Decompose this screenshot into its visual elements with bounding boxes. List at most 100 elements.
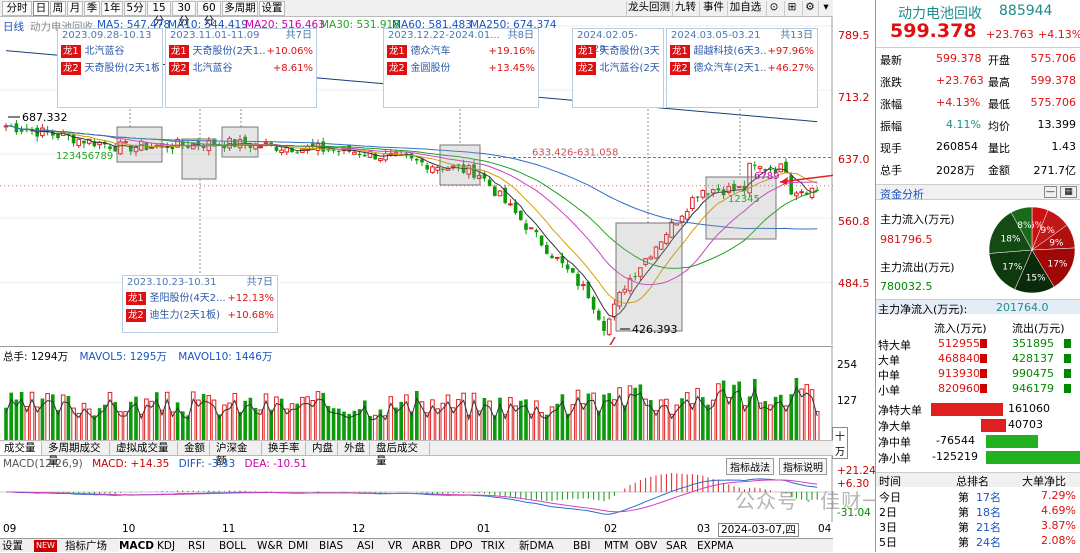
volume-subtab-8[interactable]: 盘后成交量 bbox=[372, 442, 430, 467]
period-tab-10[interactable]: 多周期 bbox=[222, 1, 258, 16]
leader-stock-name[interactable]: 超越科技(6天3... bbox=[693, 46, 768, 57]
leader-stock-name[interactable]: 金圆股份 bbox=[410, 63, 451, 74]
indicator-tab-obv[interactable]: OBV bbox=[635, 540, 658, 552]
volume-subtab-4[interactable]: 沪深金额 bbox=[212, 442, 262, 467]
candle-body bbox=[684, 211, 690, 220]
indicator-tab-mtm[interactable]: MTM bbox=[604, 540, 629, 552]
annotation-row[interactable]: 龙2 天奇股份(2天1板) bbox=[58, 60, 162, 77]
inflow-value: 981796.5 bbox=[880, 233, 933, 246]
indicator-help-button[interactable]: 指标说明 bbox=[779, 458, 827, 475]
annotation-row[interactable]: 龙1 德众汽车 +19.16% bbox=[384, 43, 538, 60]
indicator-tab-trix[interactable]: TRIX bbox=[481, 540, 505, 552]
annotation-row[interactable]: 龙2 迪生力(2天1板) +10.68% bbox=[123, 307, 277, 324]
volume-subtab-1[interactable]: 多周期成交量 bbox=[44, 442, 110, 467]
leader-stock-name[interactable]: 天奇股份(2天1... bbox=[192, 46, 267, 57]
indicator-tab-rsi[interactable]: RSI bbox=[188, 540, 206, 552]
indicator-tab-new[interactable]: NEW bbox=[34, 540, 57, 552]
indicator-tab-expma[interactable]: EXPMA bbox=[697, 540, 734, 552]
indicator-tab-asi[interactable]: ASI bbox=[357, 540, 374, 552]
indicator-tab-新dma[interactable]: 新DMA bbox=[519, 540, 554, 552]
annotation-row[interactable]: 龙2 德众汽车(2天1... +46.27% bbox=[667, 60, 817, 77]
indicator-tab-bias[interactable]: BIAS bbox=[319, 540, 344, 552]
leader-stock-name[interactable]: 圣阳股份(4天2... bbox=[149, 293, 226, 304]
indicator-tab-指标广场[interactable]: 指标广场 bbox=[65, 540, 107, 552]
leader-annotation[interactable]: 2023.12.22-2024.01... 共8日 龙1 德众汽车 +19.16% 龙2 金… bbox=[383, 28, 539, 108]
dropdown-icon[interactable]: ▾ bbox=[818, 1, 833, 16]
leader-stock-name[interactable]: 北汽蓝谷(2天... bbox=[599, 63, 660, 74]
period-tab-9[interactable]: 60分 bbox=[197, 1, 221, 27]
settings-icon[interactable]: ⚙ bbox=[802, 1, 817, 16]
layout-icon[interactable]: ⊞ bbox=[784, 1, 799, 16]
candle-body bbox=[129, 144, 133, 152]
leader-annotation[interactable]: 2024.03.05-03.21 共13日 龙1 超越科技(6天3... +97.96%… bbox=[666, 28, 818, 108]
leader-annotation[interactable]: 2023.11.01-11.09 共7日 龙1 天奇股份(2天1... +10.06% 龙… bbox=[165, 28, 317, 108]
volume-subtab-2[interactable]: 虚拟成交量 bbox=[112, 442, 178, 455]
period-tab-0[interactable]: 分时 bbox=[2, 1, 32, 16]
minimize-icon[interactable]: — bbox=[1044, 186, 1057, 198]
period-tab-7[interactable]: 15分 bbox=[147, 1, 171, 27]
candle-body bbox=[450, 165, 456, 168]
period-tab-1[interactable]: 日 bbox=[33, 1, 49, 16]
leader-stock-name[interactable]: 德众汽车 bbox=[410, 46, 451, 57]
volume-subtab-7[interactable]: 外盘 bbox=[340, 442, 370, 455]
indicator-tab-dmi[interactable]: DMI bbox=[288, 540, 309, 552]
leader-annotation[interactable]: 2023.10.23-10.31 共7日 龙1 圣阳股份(4天2... +12.13% 龙… bbox=[122, 275, 278, 333]
leader-stock-name[interactable]: 德众汽车(2天1... bbox=[693, 63, 768, 74]
candle-body bbox=[742, 185, 747, 192]
toolbar-right-button-1[interactable]: 九转 bbox=[672, 1, 698, 16]
order-size-label: 小单 bbox=[878, 384, 900, 397]
indicator-tab-sar[interactable]: SAR bbox=[666, 540, 688, 552]
grid-icon[interactable]: ▦ bbox=[1060, 186, 1077, 198]
indicator-tab-kdj[interactable]: KDJ bbox=[157, 540, 176, 552]
history-icon[interactable]: ⊙ bbox=[766, 1, 781, 16]
volume-subtab-6[interactable]: 内盘 bbox=[308, 442, 338, 455]
indicator-tab-macd[interactable]: MACD bbox=[119, 539, 154, 553]
leader-stock-name[interactable]: 北汽蓝谷 bbox=[84, 46, 125, 57]
toolbar-right-button-2[interactable]: 事件 bbox=[699, 1, 727, 16]
price-chart[interactable]: 633.426-631.058 687.332 426.393 123456789 67… bbox=[0, 17, 833, 345]
indicator-tab-arbr[interactable]: ARBR bbox=[412, 540, 441, 552]
indicator-tactics-button[interactable]: 指标战法 bbox=[726, 458, 774, 475]
month-label: 10 bbox=[122, 523, 136, 535]
annotation-row[interactable]: 龙1 天奇股份(2天1... +10.06% bbox=[166, 43, 316, 60]
toolbar-right-button-3[interactable]: 加自选 bbox=[727, 1, 763, 16]
leader-annotation[interactable]: 2024.02.05-02.28龙1天奇股份(3天...龙2北汽蓝谷(2天... bbox=[572, 28, 664, 108]
leader-stock-name[interactable]: 北汽蓝谷 bbox=[192, 63, 233, 74]
indicator-tab-vr[interactable]: VR bbox=[388, 540, 403, 552]
toolbar-right-button-0[interactable]: 龙头回测 bbox=[626, 1, 671, 16]
period-tab-8[interactable]: 30分 bbox=[172, 1, 196, 27]
candle-body bbox=[576, 273, 580, 286]
volume-subtab-5[interactable]: 换手率 bbox=[264, 442, 306, 455]
period-tab-4[interactable]: 季 bbox=[84, 1, 100, 16]
period-tab-5[interactable]: 1年 bbox=[101, 1, 123, 16]
leader-stock-name[interactable]: 天奇股份(2天1板) bbox=[84, 63, 159, 74]
period-tab-6[interactable]: 5分 bbox=[124, 1, 146, 16]
period-tab-2[interactable]: 周 bbox=[50, 1, 66, 16]
annotation-row[interactable]: 龙1 北汽蓝谷 bbox=[58, 43, 162, 60]
leader-annotation[interactable]: 2023.09.28-10.13 龙1 北汽蓝谷 龙2 天奇股份(2天1板) bbox=[57, 28, 163, 108]
leader-stock-name[interactable]: 迪生力(2天1板) bbox=[149, 310, 221, 321]
annotation-row[interactable]: 龙1 超越科技(6天3... +97.96% bbox=[667, 43, 817, 60]
candle-body bbox=[784, 161, 788, 174]
annotation-row[interactable]: 龙1 圣阳股份(4天2... +12.13% bbox=[123, 290, 277, 307]
volume-bar bbox=[181, 411, 185, 441]
indicator-tab-bbi[interactable]: BBI bbox=[573, 540, 591, 552]
indicator-tab-设置[interactable]: 设置 bbox=[2, 540, 23, 552]
indicator-tab-w&r[interactable]: W&R bbox=[257, 540, 283, 552]
annotation-row[interactable]: 龙2 金圆股份 +13.45% bbox=[384, 60, 538, 77]
leader-stock-name[interactable]: 天奇股份(3天... bbox=[599, 46, 660, 57]
period-tab-3[interactable]: 月 bbox=[67, 1, 83, 16]
candle-body bbox=[747, 162, 752, 194]
volume-bar bbox=[633, 387, 637, 441]
quote-value: 2028万 bbox=[936, 164, 975, 177]
volume-subtab-0[interactable]: 成交量 bbox=[0, 442, 42, 455]
volume-subtab-3[interactable]: 金额 bbox=[180, 442, 210, 455]
annotation-row[interactable]: 龙2 北汽蓝谷 +8.61% bbox=[166, 60, 316, 77]
indicator-tab-dpo[interactable]: DPO bbox=[450, 540, 473, 552]
indicator-tab-boll[interactable]: BOLL bbox=[219, 540, 246, 552]
order-size-label: 大单 bbox=[878, 354, 900, 367]
volume-bar bbox=[586, 393, 591, 441]
period-tab-11[interactable]: 设置 bbox=[259, 1, 285, 16]
